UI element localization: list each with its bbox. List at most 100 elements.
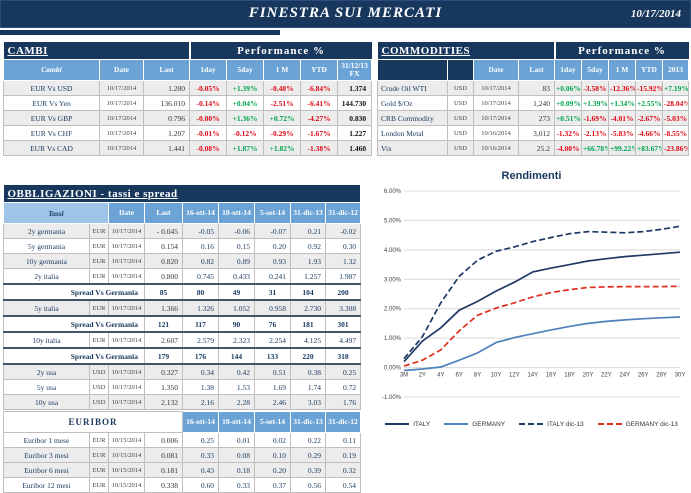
- yield-chart-panel: Rendimenti 6.00% 5.00% 4.00% 3.00% 2.00% 1.00…: [374, 170, 689, 428]
- last-cell: 0.327: [144, 363, 183, 380]
- rate-value-cell: 0.241: [254, 268, 291, 285]
- commodity-row: Gold $/Oz USD 10/17/2014 1,240 +0.09% +1.39% +…: [377, 95, 690, 111]
- rate-label: 5y italia: [3, 299, 90, 317]
- currency-cell: USD: [447, 80, 474, 96]
- rate-label: 5y germania: [3, 238, 90, 254]
- rate-row: 2y usa USD 10/17/2014 0.327 0.34 0.42 0.51 0.38…: [3, 363, 362, 380]
- euribor-title: EURIBOR: [2, 411, 184, 433]
- date-cell: 10/17/2014: [108, 394, 145, 410]
- commodities-col-header: 2013: [661, 59, 690, 81]
- euribor-row: Euribor 3 mesi EUR 10/15/2014 0.081 0.33 0.08…: [3, 447, 362, 463]
- performance-cell: -2.13%: [581, 125, 609, 141]
- currency-cell: USD: [447, 125, 474, 141]
- spread-value-cell: 200: [324, 283, 362, 301]
- rate-value-cell: 1.38: [182, 379, 219, 395]
- last-cell: 0.800: [144, 268, 183, 285]
- legend-item-italy: ITALY: [385, 421, 430, 428]
- cambi-col-header: YTD: [300, 59, 339, 81]
- pair-label: EUR Vs CAD: [3, 140, 100, 156]
- spread-value-cell: 104: [290, 283, 326, 301]
- last-cell: 1.366: [144, 299, 183, 317]
- x-tick-label: 26Y: [638, 373, 649, 379]
- spread-value-cell: 220: [290, 347, 326, 365]
- pair-label: EUR Vs GBP: [3, 110, 100, 126]
- pair-label: EUR Vs Yen: [3, 95, 100, 111]
- performance-cell: -23.86%: [661, 140, 690, 156]
- y-tick-label: 5.00%: [384, 218, 402, 224]
- rate-row: 5y usa USD 10/17/2014 1.350 1.38 1.53 1.69 1.74…: [3, 379, 362, 395]
- date-cell: 10/17/2014: [108, 363, 145, 380]
- currency-cell: EUR: [89, 447, 109, 463]
- performance-cell: +2.55%: [635, 95, 663, 111]
- cambi-col-header: Cambi: [3, 59, 100, 81]
- x-tick-label: 22Y: [601, 373, 612, 379]
- rate-row: 10y usa USD 10/17/2014 2.132 2.16 2.28 2.46 3.0…: [3, 394, 362, 410]
- fx-reference-cell: 1.460: [337, 140, 373, 156]
- euribor-table: EURIBOR 16-ott-14 10-ott-14 5-set-14 31-dic…: [2, 411, 362, 493]
- performance-cell: +1.82%: [263, 140, 302, 156]
- date-cell: 10/16/2014: [473, 140, 519, 156]
- fx-reference-cell: 0.830: [337, 110, 373, 126]
- performance-cell: +0.51%: [554, 110, 582, 126]
- legend-label: ITALY dic-13: [547, 420, 584, 428]
- rate-label: 10y germania: [3, 253, 90, 269]
- obbligazioni-col-header: Date: [108, 202, 145, 224]
- performance-cell: -0.00%: [189, 110, 228, 126]
- x-tick-label: 12Y: [509, 373, 520, 379]
- euribor-label: Euribor 3 mesi: [3, 447, 90, 463]
- commodities-col-header: 5day: [581, 59, 609, 81]
- commodity-row: Crude Oil WTI USD 10/17/2014 83 +0.06% -3.58%…: [377, 80, 690, 96]
- cambi-performance-header: Performance %: [189, 42, 372, 60]
- euribor-value-cell: 0.19: [325, 447, 362, 463]
- date-cell: 10/17/2014: [108, 253, 145, 269]
- currency-cell: EUR: [89, 331, 109, 349]
- legend-label: ITALY: [413, 420, 431, 428]
- performance-cell: -12.36%: [608, 80, 636, 96]
- commodities-performance-header: Performance %: [554, 42, 689, 60]
- legend-item-italy-dic-13: ITALY dic-13: [519, 421, 584, 428]
- obbligazioni-col-header: 5-set-14: [254, 202, 291, 224]
- date-cell: 10/17/2014: [99, 80, 144, 96]
- currency-cell: EUR: [89, 238, 109, 254]
- last-cell: 3,012: [518, 125, 555, 141]
- date-cell: 10/17/2014: [108, 379, 145, 395]
- rate-value-cell: -0.06: [218, 223, 255, 239]
- commodity-label: London Metal: [377, 125, 448, 141]
- yield-chart: 6.00% 5.00% 4.00% 3.00% 2.00% 1.00% 0.00% -1.00…: [382, 189, 685, 401]
- rate-value-cell: 0.89: [218, 253, 255, 269]
- euribor-value-cell: 0.54: [325, 477, 362, 493]
- performance-cell: +1.39%: [226, 80, 265, 96]
- last-cell: 1,240: [518, 95, 555, 111]
- performance-cell: -0.14%: [189, 95, 228, 111]
- x-tick-label: 20Y: [583, 373, 594, 379]
- euribor-col-header: 31-dic-13: [290, 411, 327, 433]
- obbligazioni-title: OBBLIGAZIONI - tassi e spread: [3, 185, 362, 203]
- rate-row: 5y italia EUR 10/17/2014 1.366 1.326 1.052 0.9…: [3, 299, 362, 317]
- cambi-col-header: 1 M: [263, 59, 302, 81]
- date-cell: 10/15/2014: [108, 447, 145, 463]
- rate-label: 2y germania: [3, 223, 90, 239]
- series-germany-dic-13: [403, 285, 681, 367]
- spread-last-cell: 179: [144, 347, 183, 365]
- rate-value-cell: 1.93: [290, 253, 326, 269]
- obbligazioni-col-header: Last: [144, 202, 183, 224]
- spread-value-cell: 133: [254, 347, 291, 365]
- commodity-label: Gold $/Oz: [377, 95, 448, 111]
- header-stripe: [0, 30, 280, 35]
- euribor-value-cell: 0.29: [290, 447, 327, 463]
- currency-cell: EUR: [89, 223, 109, 239]
- tassi-header: Tassi: [3, 202, 109, 224]
- rate-value-cell: 0.433: [218, 268, 255, 285]
- currency-cell: EUR: [89, 268, 109, 285]
- y-tick-label: 6.00%: [384, 189, 402, 195]
- y-tick-label: -1.00%: [382, 395, 402, 401]
- date-cell: 10/17/2014: [108, 331, 145, 349]
- rate-row: 5y germania EUR 10/17/2014 0.154 0.16 0.15 0.2…: [3, 238, 362, 254]
- legend-line-sample: [597, 422, 622, 425]
- cambi-row: EUR Vs CHF 10/17/2014 1.207 -0.01% -0.12% -0.…: [3, 125, 373, 141]
- last-cell: 1.280: [142, 80, 191, 96]
- date-cell: 10/17/2014: [108, 268, 145, 285]
- commodities-title: COMMODITIES: [377, 42, 556, 60]
- spread-value-cell: 144: [218, 347, 255, 365]
- euribor-label: Euribor 12 mesi: [3, 477, 90, 493]
